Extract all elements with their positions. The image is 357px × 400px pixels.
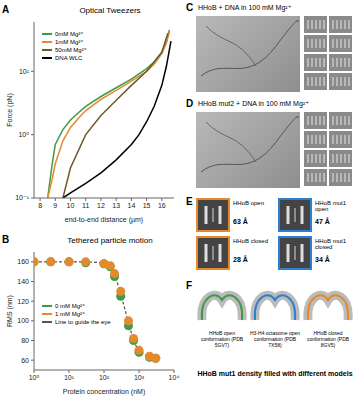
html-text:H3-H4 octasome open conformati: H3-H4 octasome open conformation (PDB 7X…: [250, 330, 300, 348]
html-text:Optical Tweezers: Optical Tweezers: [79, 6, 141, 15]
svg-text:160: 160: [17, 258, 29, 265]
html-text:Tethered particle motion: Tethered particle motion: [67, 236, 153, 245]
html-text:DNA WLC: DNA WLC: [55, 55, 83, 61]
html-text:HHoB open: HHoB open: [233, 200, 264, 206]
svg-text:10⁰: 10⁰: [18, 131, 29, 138]
svg-text:16: 16: [158, 202, 166, 209]
svg-text:11: 11: [82, 202, 89, 209]
html-text:63 Å: 63 Å: [233, 218, 248, 225]
svg-text:10⁻¹: 10⁻¹: [15, 194, 29, 201]
html-text:Line to guide the eye: Line to guide the eye: [55, 319, 111, 325]
svg-text:Protein concentration (nM): Protein concentration (nM): [63, 388, 145, 396]
svg-text:10⁴: 10⁴: [169, 374, 180, 381]
svg-text:10¹: 10¹: [64, 374, 75, 381]
html-text:HHoB closed conformation (PDB: HHoB closed conformation (PDB 8GV5): [306, 330, 350, 348]
svg-text:60: 60: [21, 357, 29, 364]
svg-text:9: 9: [53, 202, 57, 209]
svg-text:100: 100: [17, 317, 29, 324]
html-text:E: E: [186, 196, 193, 207]
svg-text:15: 15: [143, 202, 151, 209]
html-text:C: C: [186, 2, 194, 13]
svg-text:8: 8: [38, 202, 42, 209]
svg-text:13: 13: [112, 202, 120, 209]
html-text:50mM Mg²⁺: 50mM Mg²⁺: [55, 47, 87, 53]
svg-text:12: 12: [97, 202, 105, 209]
html-text:1mM Mg²⁺: 1mM Mg²⁺: [55, 39, 84, 45]
svg-text:140: 140: [17, 278, 29, 285]
html-text:F: F: [186, 280, 193, 291]
html-text:HHoB + DNA in 100 mM Mg²⁺: HHoB + DNA in 100 mM Mg²⁺: [198, 4, 292, 11]
svg-text:10²: 10²: [99, 374, 110, 381]
html-text:HHoB open conformation (PDB 5G: HHoB open conformation (PDB 5GV7): [200, 330, 244, 348]
svg-text:10¹: 10¹: [19, 68, 30, 75]
html-text:0 mM Mg²⁺: 0 mM Mg²⁺: [55, 303, 86, 309]
html-text:A: A: [2, 4, 10, 15]
html-text:HHoB mut2 + DNA in 100 mM Mg²⁺: HHoB mut2 + DNA in 100 mM Mg²⁺: [198, 100, 309, 107]
svg-text:RMS (nm): RMS (nm): [6, 295, 14, 327]
html-text:34 Å: 34 Å: [315, 256, 330, 263]
svg-text:end-to-end distance (µm): end-to-end distance (µm): [65, 216, 143, 224]
svg-text:10⁰: 10⁰: [29, 374, 40, 381]
svg-text:10: 10: [67, 202, 75, 209]
svg-text:10³: 10³: [134, 374, 145, 381]
svg-text:80: 80: [21, 337, 29, 344]
html-text:HHoB mut1 closed: HHoB mut1 closed: [315, 238, 346, 250]
html-text:B: B: [2, 234, 10, 245]
html-text:HHoB mut1 density filled with: HHoB mut1 density filled with different …: [197, 370, 353, 377]
html-text:1 mM Mg²⁺: 1 mM Mg²⁺: [55, 311, 86, 317]
html-text:HHoB closed: HHoB closed: [233, 238, 268, 244]
html-text:D: D: [186, 98, 194, 109]
html-text:0mM Mg²⁺: 0mM Mg²⁺: [55, 31, 84, 37]
svg-text:Force (pN): Force (pN): [6, 93, 14, 126]
html-text:28 Å: 28 Å: [233, 256, 248, 263]
svg-text:120: 120: [17, 298, 29, 305]
html-text:HHoB mut1 open: HHoB mut1 open: [315, 200, 346, 212]
svg-text:14: 14: [127, 202, 135, 209]
html-text:47 Å: 47 Å: [315, 218, 330, 225]
